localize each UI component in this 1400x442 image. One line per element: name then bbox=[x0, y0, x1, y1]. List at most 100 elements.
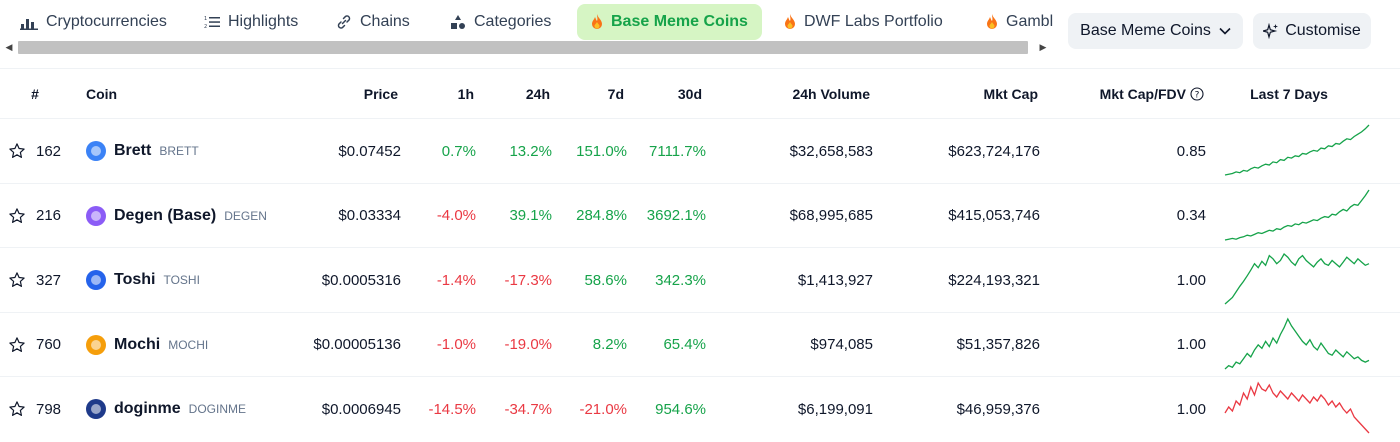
tab-categories[interactable]: Categories bbox=[436, 4, 565, 40]
change-30d: 954.6% bbox=[655, 400, 706, 418]
header-rank[interactable]: # bbox=[31, 86, 39, 102]
change-7d: 284.8% bbox=[576, 207, 627, 224]
tab-label: Chains bbox=[360, 13, 410, 30]
coin-name: Toshi bbox=[114, 271, 156, 288]
sparkline-chart bbox=[1224, 317, 1370, 369]
change-1h: -4.0% bbox=[436, 207, 476, 224]
change-7d: 8.2% bbox=[592, 336, 627, 353]
table-row[interactable]: 327 Toshi TOSHI $0.0005316 -1.4% -17.3% 58.6% 3… bbox=[0, 248, 1400, 312]
header-30d[interactable]: 30d bbox=[677, 86, 702, 102]
coin-price: $0.07452 bbox=[338, 142, 401, 160]
svg-text:1: 1 bbox=[204, 16, 207, 22]
table-row[interactable]: 162 Brett BRETT $0.07452 0.7% 13.2% 151.0% 7111… bbox=[0, 119, 1400, 183]
sparkline-chart bbox=[1224, 252, 1370, 305]
divider bbox=[0, 182, 1400, 184]
sparkle-icon bbox=[1263, 23, 1279, 39]
category-tab-bar: Cryptocurrencies 1 2 Highlights Chains Catego… bbox=[0, 0, 1400, 62]
tab-label: Categories bbox=[474, 13, 552, 30]
shapes-icon bbox=[450, 14, 466, 30]
header-price[interactable]: Price bbox=[363, 86, 398, 102]
header-mkt-cap-fdv[interactable]: Mkt Cap/FDV bbox=[1099, 86, 1186, 102]
tab-label: Cryptocurrencies bbox=[46, 13, 167, 30]
coin-symbol: DEGEN bbox=[224, 208, 267, 223]
coin-symbol: DOGINME bbox=[188, 402, 247, 416]
star-favorite-icon[interactable] bbox=[8, 313, 28, 377]
market-cap: $51,357,826 bbox=[956, 336, 1040, 353]
coin-link[interactable]: Degen (Base) DEGEN bbox=[86, 184, 306, 248]
change-24h: -17.3% bbox=[504, 271, 552, 289]
scrollbar-thumb[interactable] bbox=[18, 41, 1028, 54]
header-24h-volume[interactable]: 24h Volume bbox=[792, 86, 870, 102]
header-24h[interactable]: 24h bbox=[525, 86, 550, 102]
table-row[interactable]: 760 Mochi MOCHI $0.00005136 -1.0% -19.0% 8.2% 6… bbox=[0, 313, 1400, 377]
sparkline-series bbox=[1224, 124, 1370, 176]
coin-symbol: BRETT bbox=[159, 144, 199, 158]
coin-rank: 760 bbox=[36, 336, 62, 353]
customise-button[interactable]: Customise bbox=[1253, 13, 1371, 49]
market-cap: $623,724,176 bbox=[948, 142, 1040, 160]
coin-price: $0.0005316 bbox=[321, 271, 401, 289]
header-7d[interactable]: 7d bbox=[607, 86, 624, 102]
divider bbox=[0, 118, 1400, 119]
coin-price: $0.0006945 bbox=[321, 400, 401, 418]
tab-gambling-gamblefi[interactable]: Gambling (GambleFi) bbox=[972, 4, 1054, 40]
sparkline-chart bbox=[1224, 189, 1370, 241]
mkt-cap-fdv-ratio: 1.00 bbox=[1176, 336, 1206, 353]
tab-dwf-labs-portfolio[interactable]: DWF Labs Portfolio bbox=[770, 4, 957, 40]
coin-logo-icon bbox=[86, 334, 106, 355]
coin-link[interactable]: Toshi TOSHI bbox=[86, 248, 306, 312]
tab-label: DWF Labs Portfolio bbox=[804, 13, 943, 30]
scroll-left-arrow-icon[interactable]: ◀ bbox=[5, 42, 13, 52]
star-favorite-icon[interactable] bbox=[8, 248, 28, 312]
coin-link[interactable]: Brett BRETT bbox=[86, 119, 306, 183]
header-mkt-cap[interactable]: Mkt Cap bbox=[983, 86, 1038, 102]
sparkline-chart bbox=[1224, 124, 1370, 176]
table-row[interactable]: 798 doginme DOGINME $0.0006945 -14.5% -34.7% -… bbox=[0, 377, 1400, 441]
mkt-cap-fdv-ratio: 0.34 bbox=[1176, 207, 1206, 224]
change-1h: -1.4% bbox=[436, 271, 476, 289]
category-tabs: Cryptocurrencies 1 2 Highlights Chains Catego… bbox=[0, 2, 1054, 40]
coin-link[interactable]: Mochi MOCHI bbox=[86, 313, 306, 377]
mkt-cap-fdv-ratio: 1.00 bbox=[1176, 271, 1206, 289]
fire-icon bbox=[986, 14, 998, 30]
tab-cryptocurrencies[interactable]: Cryptocurrencies bbox=[6, 4, 181, 40]
link-icon bbox=[336, 14, 352, 30]
tab-base-meme-coins[interactable]: Base Meme Coins bbox=[577, 4, 762, 40]
change-30d: 65.4% bbox=[663, 336, 706, 353]
coin-logo-icon bbox=[86, 141, 106, 161]
customise-label: Customise bbox=[1285, 22, 1361, 39]
divider bbox=[0, 68, 1400, 69]
change-1h: 0.7% bbox=[441, 142, 476, 160]
coin-logo-icon bbox=[86, 205, 106, 226]
coin-rank: 216 bbox=[36, 207, 62, 224]
star-favorite-icon[interactable] bbox=[8, 377, 28, 441]
change-1h: -14.5% bbox=[428, 400, 476, 418]
fire-icon bbox=[591, 14, 603, 30]
header-1h[interactable]: 1h bbox=[457, 86, 474, 102]
volume-24h: $1,413,927 bbox=[797, 271, 873, 289]
coin-symbol: MOCHI bbox=[168, 337, 209, 352]
scroll-right-arrow-icon[interactable]: ▶ bbox=[1039, 42, 1047, 52]
star-favorite-icon[interactable] bbox=[8, 184, 28, 248]
tab-chains[interactable]: Chains bbox=[322, 4, 424, 40]
coin-name: Mochi bbox=[114, 335, 161, 353]
market-cap: $224,193,321 bbox=[948, 271, 1040, 289]
category-select-dropdown[interactable]: Base Meme Coins bbox=[1068, 13, 1243, 49]
tab-label: Gambling (GambleFi) bbox=[1006, 13, 1054, 30]
info-icon[interactable]: ? bbox=[1190, 87, 1204, 101]
star-favorite-icon[interactable] bbox=[8, 119, 28, 183]
svg-text:2: 2 bbox=[204, 24, 207, 29]
change-1h: -1.0% bbox=[436, 336, 476, 353]
divider bbox=[0, 376, 1400, 377]
table-row[interactable]: 216 Degen (Base) DEGEN $0.03334 -4.0% 39.1% 28… bbox=[0, 184, 1400, 248]
tabs-scrollbar[interactable]: ◀ ▶ bbox=[4, 40, 1054, 55]
coin-name: doginme bbox=[114, 400, 181, 417]
coin-logo-icon bbox=[86, 270, 106, 290]
header-coin[interactable]: Coin bbox=[86, 86, 118, 102]
coin-name: Degen (Base) bbox=[114, 206, 217, 224]
coin-link[interactable]: doginme DOGINME bbox=[86, 377, 306, 441]
change-7d: 58.6% bbox=[584, 271, 627, 289]
coin-symbol: TOSHI bbox=[163, 273, 200, 287]
tab-highlights[interactable]: 1 2 Highlights bbox=[190, 4, 312, 40]
